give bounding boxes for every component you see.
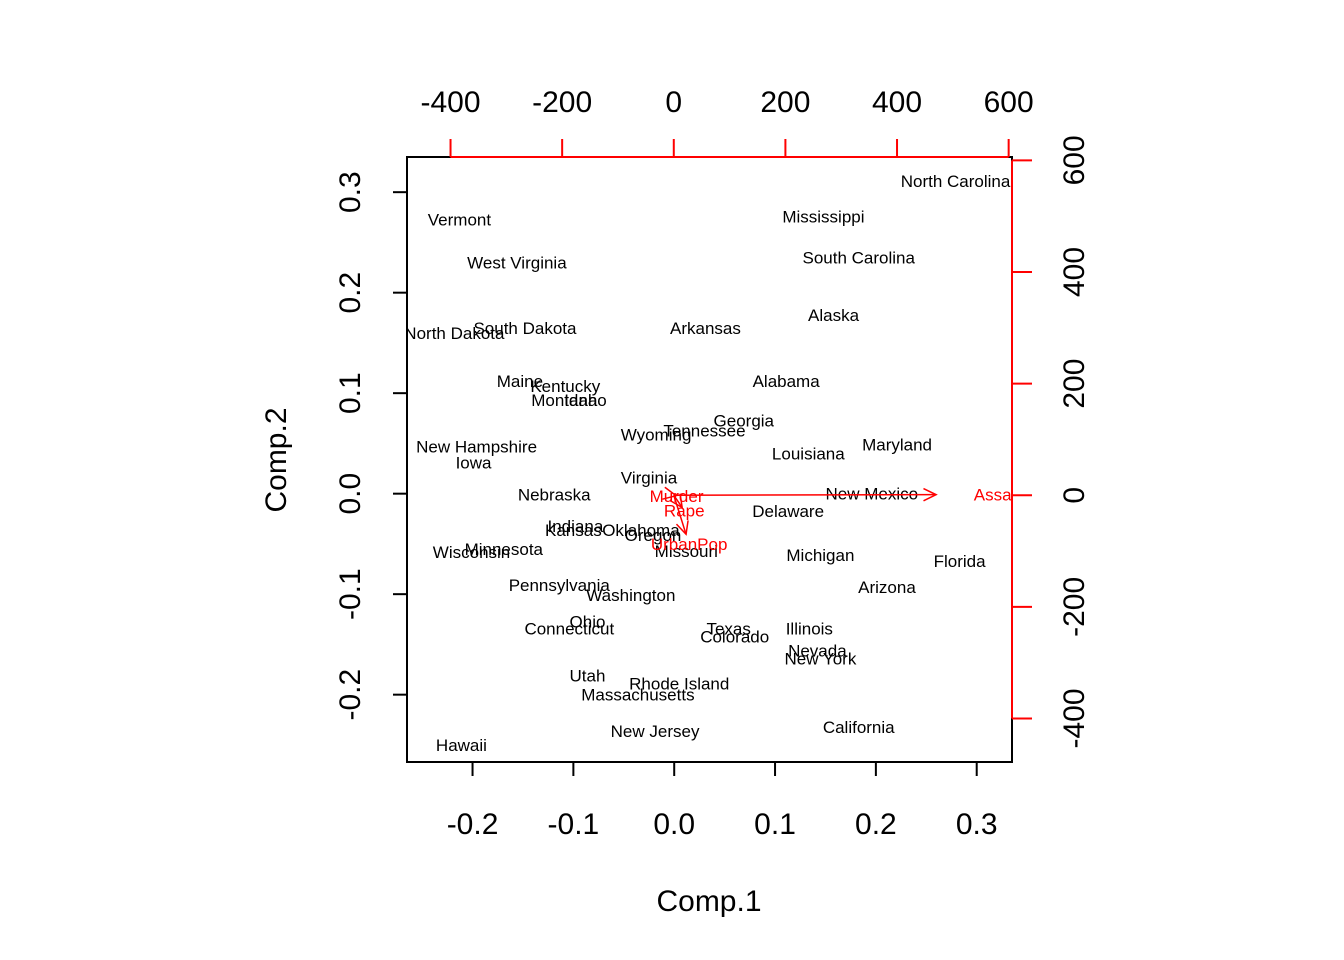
point-label-west-virginia: West Virginia <box>467 254 567 273</box>
point-label-oregon: Oregon <box>625 526 682 545</box>
loading-arrow-assault <box>673 493 937 496</box>
point-label-montana: Montana <box>531 391 598 410</box>
point-label-new-hampshire: New Hampshire <box>416 437 537 456</box>
point-label-kentucky: Kentucky <box>530 377 600 396</box>
point-label-hawaii: Hawaii <box>436 736 487 755</box>
point-label-nevada: Nevada <box>788 641 847 660</box>
top-tick-label: 0 <box>665 86 682 119</box>
y-tick-label: 0.1 <box>334 372 367 414</box>
point-label-maryland: Maryland <box>862 435 932 454</box>
right-tick-label: 0 <box>1058 487 1091 504</box>
loading-label-rape: Rape <box>664 502 705 521</box>
point-label-florida: Florida <box>934 552 987 571</box>
point-label-minnesota: Minnesota <box>465 540 544 559</box>
x-tick-label: 0.1 <box>754 808 796 841</box>
x-tick-label: -0.2 <box>447 808 499 841</box>
x-tick-label: 0.0 <box>653 808 695 841</box>
point-label-kansas: Kansas <box>545 521 602 540</box>
loading-label-murder: Murder <box>650 487 704 506</box>
point-label-indiana: Indiana <box>548 517 604 536</box>
point-label-arizona: Arizona <box>858 578 916 597</box>
right-tick-label: -400 <box>1058 688 1091 748</box>
y-axis-title: Comp.2 <box>260 407 293 512</box>
left-axis: -0.2 -0.1 0.0 0.1 0.2 0.3 <box>334 171 408 721</box>
right-axis: -400 -200 0 200 400 600 <box>1011 135 1091 748</box>
variable-loadings: Murder Assault UrbanPop Rape <box>650 486 1030 555</box>
point-label-alabama: Alabama <box>753 372 821 391</box>
right-tick-label: 400 <box>1058 247 1091 297</box>
y-tick-label: 0.2 <box>334 272 367 314</box>
point-label-massachusetts: Massachusetts <box>581 686 694 705</box>
point-label-connecticut: Connecticut <box>524 619 614 638</box>
top-tick-label: -400 <box>421 86 481 119</box>
point-label-south-carolina: South Carolina <box>802 248 915 267</box>
point-label-ohio: Ohio <box>570 612 606 631</box>
top-tick-label: 600 <box>984 86 1034 119</box>
bottom-axis: -0.2 -0.1 0.0 0.1 0.2 0.3 <box>447 761 998 841</box>
top-tick-label: -200 <box>532 86 592 119</box>
y-tick-label: 0.3 <box>334 171 367 213</box>
loading-label-urbanpop: UrbanPop <box>651 535 728 554</box>
point-label-missouri: Missouri <box>655 542 718 561</box>
point-label-vermont: Vermont <box>428 210 492 229</box>
top-axis: -400 -200 0 200 400 600 <box>421 86 1034 158</box>
point-label-washington: Washington <box>586 586 675 605</box>
point-label-south-dakota: South Dakota <box>473 319 577 338</box>
point-label-north-dakota: North Dakota <box>404 324 505 343</box>
point-label-wisconsin: Wisconsin <box>433 543 510 562</box>
point-label-michigan: Michigan <box>786 546 854 565</box>
point-label-oklahoma: Oklahoma <box>602 521 680 540</box>
point-label-virginia: Virginia <box>621 469 678 488</box>
right-tick-label: -200 <box>1058 577 1091 637</box>
point-label-iowa: Iowa <box>456 454 492 473</box>
point-label-maine: Maine <box>497 372 543 391</box>
loading-arrow-urbanpop <box>673 494 687 535</box>
point-label-idaho: Idaho <box>564 391 607 410</box>
point-label-pennsylvania: Pennsylvania <box>509 576 611 595</box>
point-label-wyoming: Wyoming <box>621 425 692 444</box>
top-tick-label: 400 <box>872 86 922 119</box>
point-label-alaska: Alaska <box>808 306 860 325</box>
top-tick-label: 200 <box>760 86 810 119</box>
loading-label-assault: Assault <box>974 486 1030 505</box>
point-label-new-york: New York <box>785 649 857 668</box>
point-label-rhode-island: Rhode Island <box>629 675 729 694</box>
y-tick-label: 0.0 <box>334 473 367 515</box>
y-tick-label: -0.2 <box>334 669 367 721</box>
x-tick-label: 0.2 <box>855 808 897 841</box>
point-label-north-carolina: North Carolina <box>901 172 1011 191</box>
loading-arrowhead-urbanpop <box>675 520 689 536</box>
right-tick-label: 200 <box>1058 359 1091 409</box>
right-tick-label: 600 <box>1058 135 1091 185</box>
loading-arrowhead-rape <box>669 493 684 509</box>
point-label-new-jersey: New Jersey <box>611 722 700 741</box>
point-label-california: California <box>823 718 895 737</box>
loading-arrow-rape <box>673 494 683 508</box>
point-label-colorado: Colorado <box>700 627 769 646</box>
x-tick-label: 0.3 <box>956 808 998 841</box>
point-label-illinois: Illinois <box>786 619 833 638</box>
point-label-mississippi: Mississippi <box>782 207 864 226</box>
point-label-texas: Texas <box>706 619 750 638</box>
point-label-delaware: Delaware <box>752 502 824 521</box>
point-label-nebraska: Nebraska <box>518 486 591 505</box>
loading-arrowhead-assault <box>923 487 938 502</box>
x-axis-title: Comp.1 <box>656 885 761 918</box>
x-tick-label: -0.1 <box>548 808 600 841</box>
point-label-georgia: Georgia <box>714 411 775 430</box>
point-label-tennessee: Tennessee <box>663 421 745 440</box>
plot-frame <box>406 156 1013 763</box>
point-label-arkansas: Arkansas <box>670 319 741 338</box>
point-label-louisiana: Louisiana <box>772 444 845 463</box>
y-tick-label: -0.1 <box>334 568 367 620</box>
point-label-utah: Utah <box>570 667 606 686</box>
observation-labels: Alabama Alaska Arizona Arkansas California Co… <box>404 172 1011 755</box>
